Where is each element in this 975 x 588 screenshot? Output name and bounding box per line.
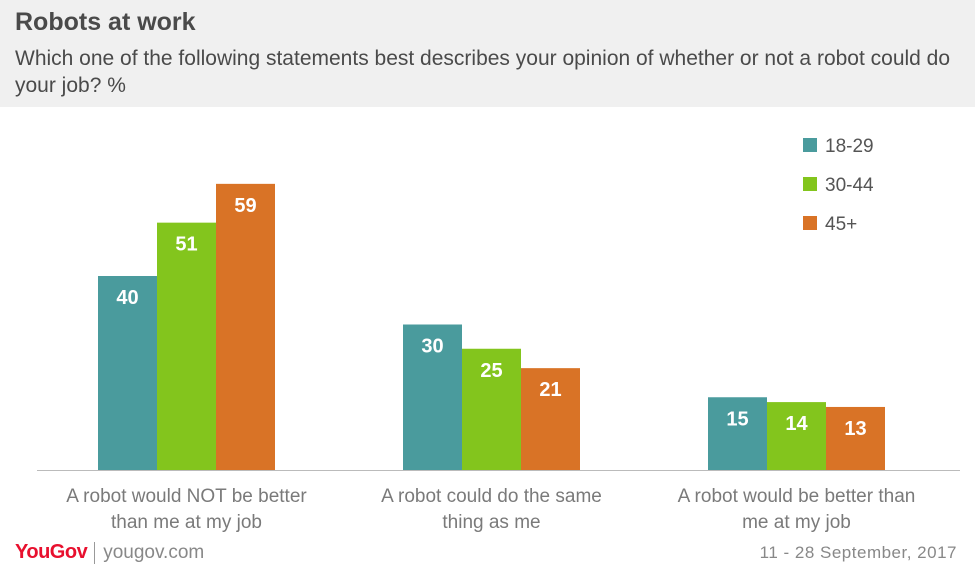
category-label-2-line-0: A robot would be better than	[678, 486, 916, 507]
legend-swatch-30-44	[803, 177, 817, 191]
bar-30-44-2	[767, 402, 826, 470]
legend-label-30-44: 30-44	[825, 175, 874, 196]
legend-swatch-45+	[803, 216, 817, 230]
source-url: yougov.com	[103, 541, 205, 563]
data-label-45+-2: 13	[844, 418, 866, 440]
data-label-30-44-1: 25	[480, 360, 502, 382]
data-label-45+-1: 21	[539, 379, 561, 401]
category-label-0-line-0: A robot would NOT be better	[66, 486, 307, 507]
legend-label-45+: 45+	[825, 214, 857, 235]
bar-30-44-1	[462, 348, 521, 470]
data-label-30-44-0: 51	[175, 234, 197, 256]
data-label-18-29-0: 40	[116, 287, 138, 309]
data-label-30-44-2: 14	[785, 413, 808, 435]
chart-header: Robots at work Which one of the followin…	[0, 0, 975, 107]
category-label-0-line-1: than me at my job	[111, 512, 262, 533]
bar-18-29-0	[98, 276, 157, 470]
category-label-1-line-1: thing as me	[442, 512, 540, 533]
yougov-logo: YouGov	[15, 541, 88, 563]
bar-45+-1	[521, 368, 580, 470]
legend-label-18-29: 18-29	[825, 136, 874, 157]
bar-18-29-2	[708, 397, 767, 470]
data-label-45+-0: 59	[234, 195, 256, 217]
brand-separator	[94, 541, 96, 564]
category-label-1-line-0: A robot could do the same	[381, 486, 602, 507]
bar-18-29-1	[403, 324, 462, 470]
bar-45+-0	[216, 183, 275, 470]
footer-brand: YouGov yougov.com	[15, 541, 204, 564]
data-label-18-29-1: 30	[421, 336, 443, 358]
data-label-18-29-2: 15	[726, 408, 748, 430]
fieldwork-date: 11 - 28 September, 2017	[759, 543, 957, 562]
bar-30-44-0	[157, 222, 216, 470]
chart-subtitle: Which one of the following statements be…	[15, 47, 951, 97]
bar-45+-2	[826, 406, 885, 470]
chart-title: Robots at work	[15, 8, 196, 36]
category-label-2-line-1: me at my job	[742, 512, 851, 533]
legend-swatch-18-29	[803, 138, 817, 152]
